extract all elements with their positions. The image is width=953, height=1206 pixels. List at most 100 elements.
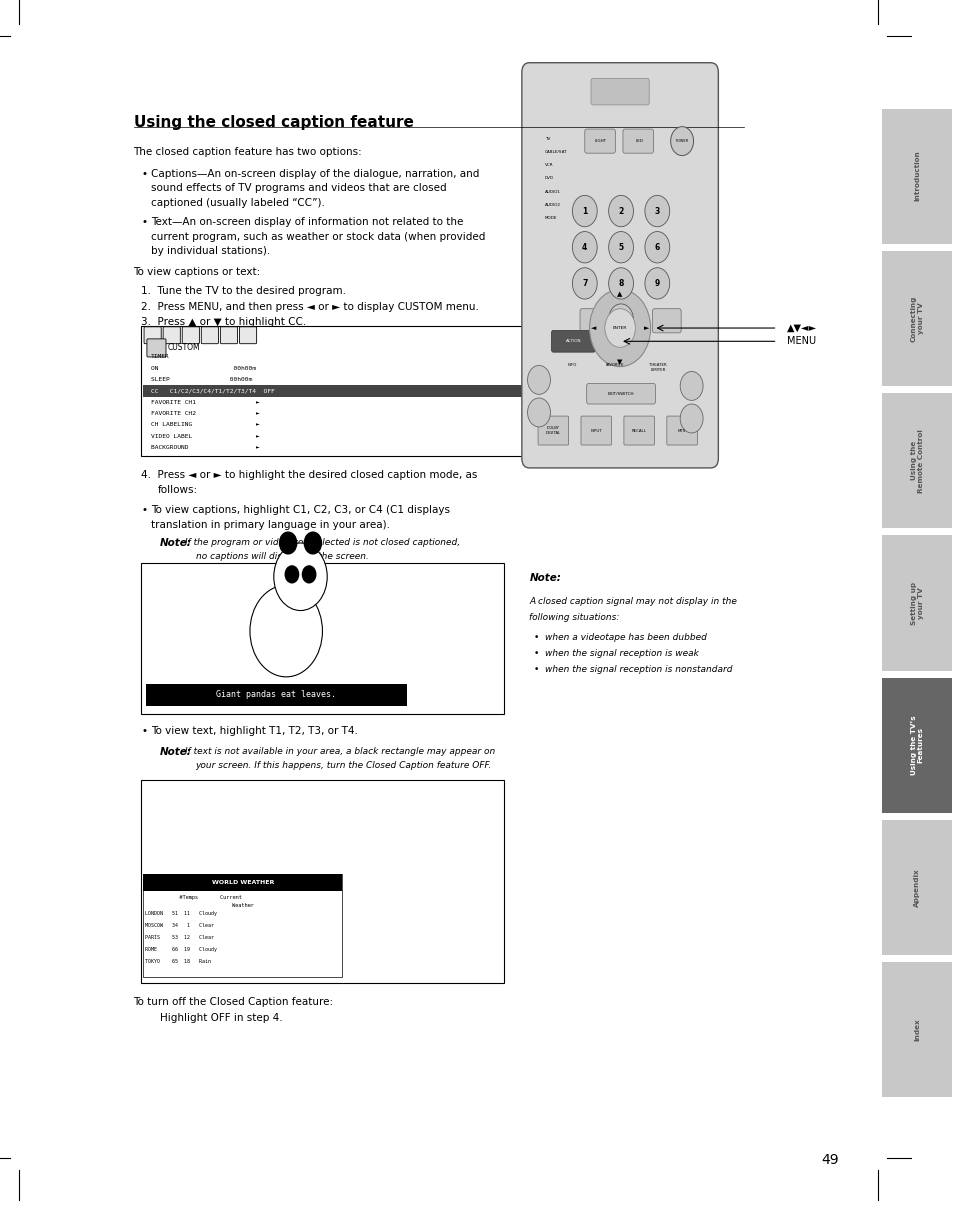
- Text: AUDIO1: AUDIO1: [544, 189, 560, 194]
- FancyBboxPatch shape: [141, 563, 503, 714]
- Text: To view captions or text:: To view captions or text:: [133, 267, 260, 276]
- Text: 8: 8: [618, 279, 623, 288]
- FancyBboxPatch shape: [622, 129, 653, 153]
- Text: MODE: MODE: [544, 216, 557, 221]
- Text: no captions will display on the screen.: no captions will display on the screen.: [195, 552, 368, 561]
- Text: ▲: ▲: [617, 292, 622, 297]
- Text: 1.  Tune the TV to the desired program.: 1. Tune the TV to the desired program.: [141, 286, 346, 295]
- Text: CUSTOM: CUSTOM: [168, 344, 200, 352]
- Text: DVD: DVD: [544, 176, 553, 181]
- Text: current program, such as weather or stock data (when provided: current program, such as weather or stoc…: [151, 232, 484, 241]
- Text: WORLD WEATHER: WORLD WEATHER: [212, 880, 274, 885]
- Text: RECALL: RECALL: [631, 428, 646, 433]
- Text: #Temps       Current: #Temps Current: [145, 895, 242, 900]
- Circle shape: [304, 532, 321, 554]
- Text: 4: 4: [581, 242, 587, 252]
- FancyBboxPatch shape: [182, 327, 199, 344]
- Circle shape: [572, 195, 597, 227]
- Circle shape: [644, 232, 669, 263]
- Text: 2.  Press MENU, and then press ◄ or ► to display CUSTOM menu.: 2. Press MENU, and then press ◄ or ► to …: [141, 302, 478, 311]
- FancyBboxPatch shape: [584, 129, 615, 153]
- FancyBboxPatch shape: [882, 393, 951, 528]
- Text: Index: Index: [913, 1019, 920, 1041]
- Circle shape: [644, 195, 669, 227]
- Text: If text is not available in your area, a black rectangle may appear on: If text is not available in your area, a…: [185, 747, 495, 755]
- FancyBboxPatch shape: [616, 309, 644, 333]
- Text: CC   C1/C2/C3/C4/T1/T2/T3/T4  OFF: CC C1/C2/C3/C4/T1/T2/T3/T4 OFF: [151, 388, 274, 393]
- FancyBboxPatch shape: [882, 251, 951, 386]
- Text: Highlight OFF in step 4.: Highlight OFF in step 4.: [160, 1013, 283, 1023]
- Text: Giant pandas eat leaves.: Giant pandas eat leaves.: [216, 690, 336, 699]
- Text: ►: ►: [643, 326, 649, 330]
- Text: ▼: ▼: [617, 359, 622, 364]
- Text: ON                    00h00m: ON 00h00m: [151, 365, 255, 370]
- Text: FAVORITE CH1                ►: FAVORITE CH1 ►: [151, 400, 259, 405]
- Text: Appendix: Appendix: [913, 868, 920, 907]
- Text: your screen. If this happens, turn the Closed Caption feature OFF.: your screen. If this happens, turn the C…: [195, 761, 492, 769]
- Circle shape: [527, 365, 550, 394]
- Text: 3: 3: [654, 206, 659, 216]
- Text: 6: 6: [654, 242, 659, 252]
- Text: 5: 5: [618, 242, 623, 252]
- Circle shape: [608, 268, 633, 299]
- Text: ROME     66  19   Cloudy: ROME 66 19 Cloudy: [145, 947, 216, 952]
- Circle shape: [679, 404, 702, 433]
- Text: 0: 0: [618, 315, 623, 324]
- Text: Weather: Weather: [232, 903, 253, 908]
- Text: To turn off the Closed Caption feature:: To turn off the Closed Caption feature:: [133, 997, 334, 1007]
- Text: Using the closed caption feature: Using the closed caption feature: [133, 115, 413, 129]
- Text: TV: TV: [544, 136, 550, 141]
- Circle shape: [527, 398, 550, 427]
- Text: To view text, highlight T1, T2, T3, or T4.: To view text, highlight T1, T2, T3, or T…: [151, 726, 357, 736]
- FancyBboxPatch shape: [882, 109, 951, 244]
- Text: Captions—An on-screen display of the dialogue, narration, and: Captions—An on-screen display of the dia…: [151, 169, 478, 178]
- Text: CH LABELING                 ►: CH LABELING ►: [151, 422, 259, 427]
- FancyBboxPatch shape: [163, 327, 180, 344]
- FancyBboxPatch shape: [144, 327, 161, 344]
- FancyBboxPatch shape: [666, 416, 697, 445]
- FancyBboxPatch shape: [590, 78, 648, 105]
- Text: AUDIO2: AUDIO2: [544, 203, 560, 207]
- FancyBboxPatch shape: [882, 535, 951, 671]
- Text: •: •: [141, 505, 147, 515]
- Text: translation in primary language in your area).: translation in primary language in your …: [151, 520, 390, 529]
- Circle shape: [604, 309, 635, 347]
- Text: FAVORITE CH2                ►: FAVORITE CH2 ►: [151, 411, 259, 416]
- Text: 9: 9: [654, 279, 659, 288]
- Text: •: •: [141, 726, 147, 736]
- Circle shape: [302, 566, 315, 582]
- Text: 3.  Press ▲ or ▼ to highlight CC.: 3. Press ▲ or ▼ to highlight CC.: [141, 317, 306, 327]
- FancyBboxPatch shape: [579, 309, 608, 333]
- Circle shape: [589, 289, 650, 367]
- Text: 2: 2: [618, 206, 623, 216]
- FancyBboxPatch shape: [882, 962, 951, 1097]
- Circle shape: [274, 543, 327, 610]
- Text: VCR: VCR: [544, 163, 553, 168]
- Circle shape: [279, 532, 296, 554]
- FancyBboxPatch shape: [147, 339, 166, 357]
- Text: PARIS    53  12   Clear: PARIS 53 12 Clear: [145, 935, 213, 939]
- Text: Note:: Note:: [160, 747, 192, 756]
- Text: SLEEP                00h00m: SLEEP 00h00m: [151, 377, 252, 382]
- FancyBboxPatch shape: [551, 330, 595, 352]
- Bar: [143, 874, 342, 977]
- Text: THEATER
LIMITER: THEATER LIMITER: [649, 363, 666, 371]
- FancyBboxPatch shape: [141, 326, 541, 456]
- Text: •  when the signal reception is weak: • when the signal reception is weak: [534, 649, 699, 657]
- Text: The closed caption feature has two options:: The closed caption feature has two optio…: [133, 147, 362, 157]
- Circle shape: [608, 304, 633, 335]
- Text: •  when a videotape has been dubbed: • when a videotape has been dubbed: [534, 633, 706, 642]
- Text: Using the TV’s
Features: Using the TV’s Features: [910, 715, 923, 775]
- Bar: [143, 385, 539, 397]
- Text: following situations:: following situations:: [529, 613, 619, 621]
- Text: ▲▼◄►: ▲▼◄►: [786, 323, 816, 333]
- Text: Introduction: Introduction: [913, 151, 920, 201]
- Text: 49: 49: [821, 1153, 838, 1167]
- Text: Note:: Note:: [160, 538, 192, 548]
- FancyBboxPatch shape: [623, 416, 654, 445]
- Text: 4.  Press ◄ or ► to highlight the desired closed caption mode, as: 4. Press ◄ or ► to highlight the desired…: [141, 470, 477, 480]
- Text: Setting up
your TV: Setting up your TV: [910, 581, 923, 625]
- Circle shape: [608, 195, 633, 227]
- Text: ACTION: ACTION: [565, 339, 580, 344]
- Text: Connecting
your TV: Connecting your TV: [910, 295, 923, 341]
